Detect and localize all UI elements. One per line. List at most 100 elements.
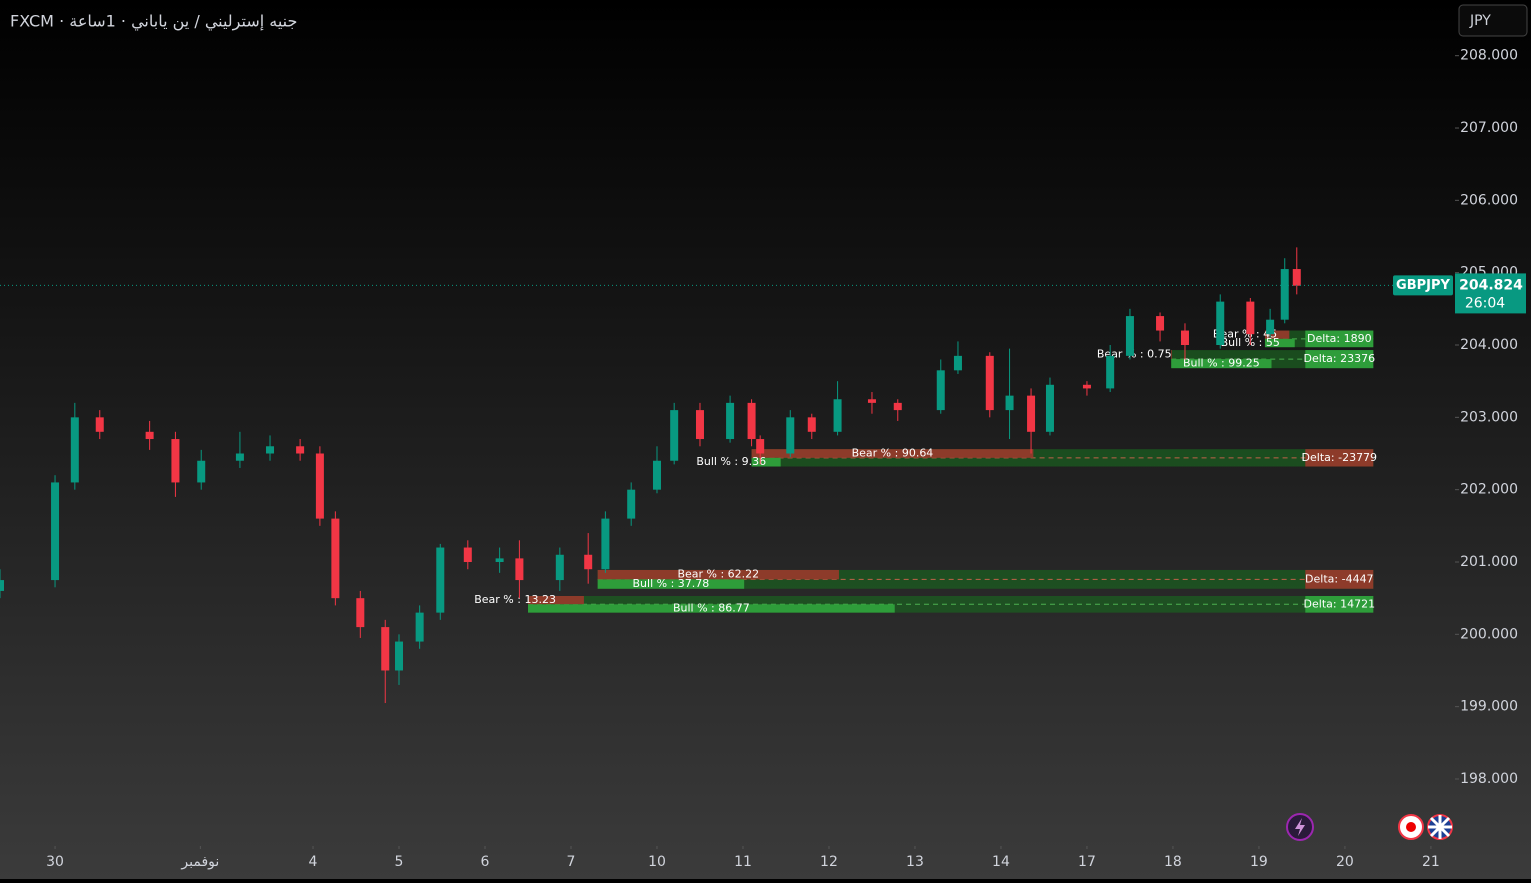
candle-body [171,439,180,483]
candle-body [695,410,704,440]
x-tick-label: 12 [820,854,838,870]
candle-body [1246,301,1255,335]
x-tick-label: 11 [734,854,752,870]
y-tick-label: 202.000 [1460,482,1518,498]
delta-label: Delta: 1890 [1307,332,1372,345]
bear-label: Bear % : 90.64 [852,447,934,460]
candle-body [867,399,876,403]
candle-body [95,417,104,432]
bull-bar [1264,338,1295,348]
symbol-tag [1393,275,1453,296]
candle-body [495,558,504,562]
bull-label: Bull % : 37.78 [633,577,710,590]
price-label: 204.824 [1459,277,1523,293]
candle-body [807,417,816,432]
delta-box [1305,569,1374,589]
y-tick-label: 200.000 [1460,626,1518,642]
candle-body [627,489,636,519]
symbol-label: GBPJPY [1396,278,1450,293]
candle-body [1280,269,1289,320]
candle-body [1125,316,1134,356]
candle-body [1027,395,1036,432]
delta-label: Delta: -23779 [1302,451,1378,464]
x-tick-label: نوفمبر [180,854,219,870]
x-tick-label: 14 [992,854,1010,870]
currency-label[interactable]: JPY [1469,13,1491,29]
y-tick-label: 198.000 [1460,771,1518,787]
delta-box [1305,330,1374,348]
y-tick-label: 204.000 [1460,337,1518,353]
candle-body [197,460,206,483]
y-tick-label: 208.000 [1460,48,1518,64]
bear-label: Bear % : 45 [1213,328,1277,341]
candle-body [936,370,945,411]
candle-body [1045,384,1054,432]
x-tick-label: 4 [309,854,318,870]
candle-body [515,558,524,581]
candle-body [381,627,390,671]
delta-label: Delta: 14721 [1304,597,1376,610]
x-tick-label: 10 [648,854,666,870]
candle-body [1266,319,1275,335]
candle-body [1106,355,1115,389]
bear-bar [527,595,584,605]
candle-body [235,453,244,461]
x-tick-label: 18 [1164,854,1182,870]
chart-title: FXCM · جنيه إسترليني / ين ياباني · 1ساعة [10,12,297,32]
y-tick-label: 201.000 [1460,554,1518,570]
y-tick-label: 203.000 [1460,409,1518,425]
bull-label: Bull % : 9.36 [696,455,766,468]
candle-body [331,518,340,599]
currency-button[interactable] [1458,4,1528,37]
bear-bar [1171,350,1172,360]
bear-bar [751,449,1034,458]
bear-bar [597,569,839,580]
delta-label: Delta: -4447 [1305,572,1374,585]
countdown-label: 26:04 [1465,295,1505,311]
candle-body [756,439,765,454]
candle-body [985,355,994,411]
x-tick-label: 20 [1336,854,1354,870]
candle-body [1082,384,1091,389]
bull-bar [597,579,745,589]
bull-label: Bull % : 99.25 [1183,357,1260,370]
delta-box [1305,449,1374,467]
candle-body [893,402,902,411]
bull-bar [1171,359,1272,369]
candle-body [315,453,324,519]
delta-box [1305,595,1374,613]
x-tick-label: 7 [567,854,576,870]
x-tick-label: 21 [1422,854,1440,870]
candle-body [266,446,275,454]
bull-label: Bull % : 86.77 [673,601,750,614]
candle-body [0,580,4,591]
candle-body [296,446,305,454]
candle-body [670,410,679,461]
candle-body [953,355,962,371]
jp-flag-sun [1406,822,1416,832]
candle-body [833,399,842,432]
x-tick-label: 19 [1250,854,1268,870]
y-tick-label: 207.000 [1460,120,1518,136]
y-tick-label: 206.000 [1460,192,1518,208]
candle-body [1180,330,1189,346]
bull-bar [751,457,781,467]
bear-bar [1264,330,1290,339]
delta-label: Delta: 23376 [1304,352,1376,365]
candle-body [584,554,593,570]
x-tick-label: 6 [481,854,490,870]
candle-body [51,482,60,581]
candle-body [726,402,735,440]
price-tag [1455,273,1526,314]
candle-body [395,641,404,671]
x-tick-label: 5 [395,854,404,870]
candle-body [747,402,756,440]
candle-body [1292,269,1301,286]
uk-flag-cross [1428,815,1452,839]
candle-body [1156,316,1165,331]
candle-body [601,518,610,570]
candle-body [1216,301,1225,346]
